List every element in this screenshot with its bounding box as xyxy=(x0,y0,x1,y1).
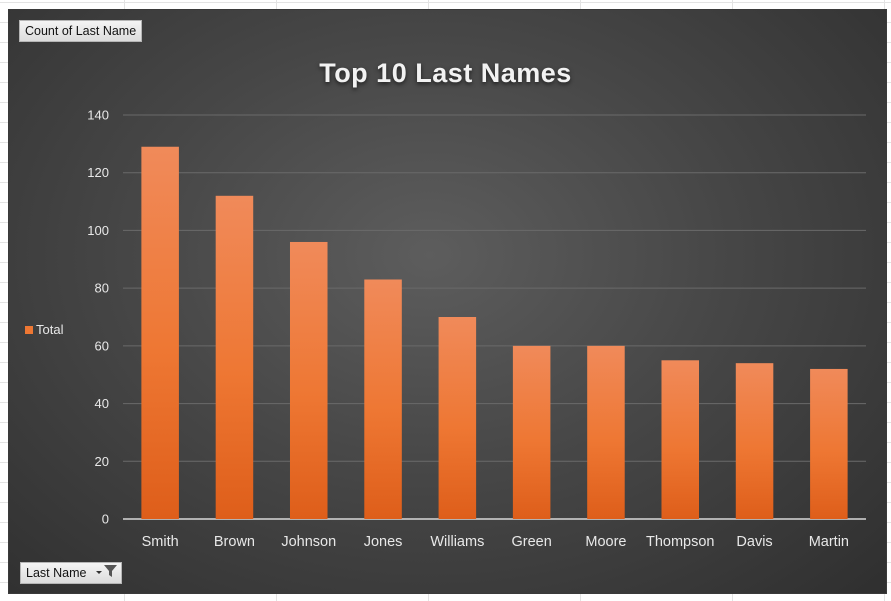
bar-davis[interactable] xyxy=(735,363,774,519)
values-field-label: Count of Last Name xyxy=(25,24,137,38)
y-tick-label: 120 xyxy=(87,165,109,180)
legend[interactable]: Total xyxy=(25,322,63,337)
x-tick-label: Johnson xyxy=(281,534,336,550)
bar-johnson[interactable] xyxy=(289,241,328,519)
bar-jones[interactable] xyxy=(364,279,402,519)
bar-smith[interactable] xyxy=(141,146,179,519)
x-tick-label: Green xyxy=(511,534,551,550)
legend-label: Total xyxy=(36,322,64,337)
y-tick-label: 40 xyxy=(95,396,109,411)
bar-martin[interactable] xyxy=(810,368,848,519)
axis-field-label: Last Name xyxy=(26,566,87,580)
bar-green[interactable] xyxy=(512,345,551,519)
x-tick-label: Smith xyxy=(142,534,179,550)
x-tick-label: Davis xyxy=(736,534,772,550)
y-tick-label: 80 xyxy=(95,281,109,296)
chart-title: Top 10 Last Names xyxy=(319,58,572,88)
bar-thompson[interactable] xyxy=(661,360,700,519)
y-tick-label: 60 xyxy=(95,338,109,353)
y-tick-label: 140 xyxy=(87,108,109,123)
axis-field-button[interactable]: Last Name xyxy=(20,562,122,584)
filter-icon[interactable] xyxy=(94,564,118,584)
x-tick-label: Thompson xyxy=(646,534,715,550)
values-field-button[interactable]: Count of Last Name xyxy=(19,20,143,42)
bar-williams[interactable] xyxy=(438,317,477,519)
y-tick-label: 0 xyxy=(102,512,109,527)
x-tick-label: Moore xyxy=(585,534,626,550)
x-tick-label: Williams xyxy=(430,534,484,550)
y-tick-label: 20 xyxy=(95,454,109,469)
x-tick-label: Martin xyxy=(809,534,849,550)
bar-brown[interactable] xyxy=(215,195,254,520)
x-tick-label: Jones xyxy=(364,534,403,550)
bar-moore[interactable] xyxy=(587,345,625,519)
legend-swatch xyxy=(25,325,33,334)
x-tick-label: Brown xyxy=(214,534,255,550)
y-tick-label: 100 xyxy=(87,223,109,238)
